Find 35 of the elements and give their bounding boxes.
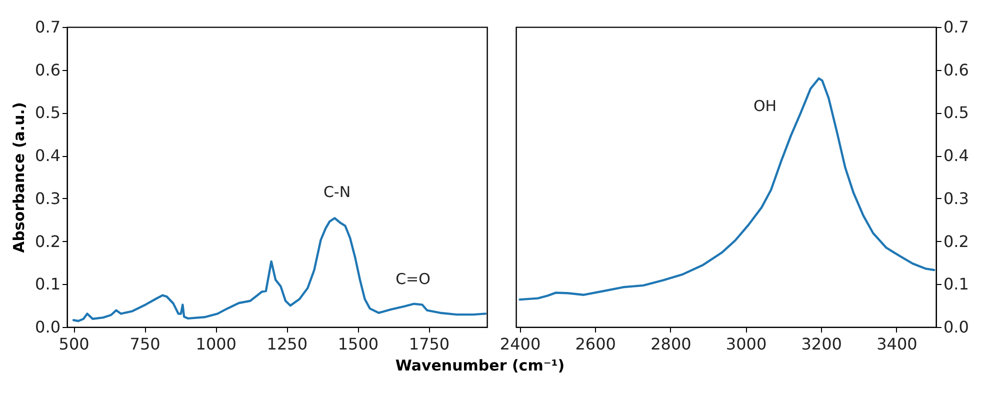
x-tick-label: 750	[130, 334, 160, 354]
y-tick-label: 0.0	[944, 318, 969, 336]
x-tick-label: 1500	[338, 334, 379, 354]
x-axis-title: Wavenumber (cm⁻¹)	[395, 356, 565, 375]
x-tick-label: 2600	[575, 334, 616, 354]
y-tick-label: 0.3	[944, 188, 969, 208]
x-tick-label: 1250	[266, 334, 308, 354]
y-tick-label: 0.7	[944, 18, 969, 36]
x-tick-label: 3400	[876, 334, 918, 354]
y-tick-label: 0.5	[944, 103, 969, 122]
line-series	[518, 77, 936, 301]
y-tick-label: 0.6	[35, 60, 60, 80]
x-tick-label: 1000	[196, 334, 236, 354]
annotation: C-N	[323, 183, 351, 201]
y-tick-label: 0.6	[944, 60, 969, 80]
y-tick-label: 0.2	[944, 232, 969, 251]
y-tick-label: 0.5	[35, 103, 60, 122]
line-series	[72, 217, 487, 322]
x-tick-label: 3200	[801, 334, 842, 354]
y-tick-label: 0.2	[35, 232, 60, 251]
y-axis-title: Absorbance (a.u.)	[10, 102, 28, 253]
annotation: OH	[753, 97, 777, 115]
y-tick-label: 0.1	[944, 274, 969, 294]
y-tick-label: 0.4	[35, 146, 60, 166]
x-tick-label: 500	[58, 334, 90, 354]
x-tick-label: 2400	[500, 334, 541, 354]
x-tick-label: 2800	[650, 334, 692, 354]
x-tick-label: 1750	[408, 334, 450, 354]
annotation: C=O	[396, 270, 430, 288]
y-tick-label: 0.3	[35, 188, 60, 208]
y-tick-label: 0.0	[35, 318, 60, 336]
y-tick-label: 0.7	[35, 18, 60, 36]
y-tick-label: 0.4	[944, 146, 969, 166]
y-tick-label: 0.1	[35, 274, 60, 294]
x-tick-label: 3000	[726, 334, 767, 354]
